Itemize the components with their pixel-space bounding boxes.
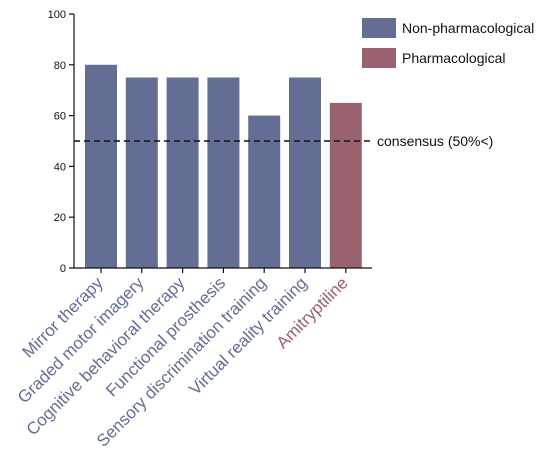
y-tick-label-2: 40	[54, 161, 66, 173]
legend: Non-pharmacological Pharmacological	[362, 18, 534, 68]
y-tick-label-4: 80	[54, 60, 66, 72]
axes-group: 0 20 40 60 80 100	[48, 9, 372, 275]
category-label-2: Cognitive behavioral therapy	[23, 273, 189, 439]
bar-6	[329, 102, 362, 269]
legend-label-1: Pharmacological	[402, 50, 506, 66]
consensus-reference-label: consensus (50%<)	[377, 133, 493, 149]
bar-1	[125, 77, 158, 268]
bar-2	[166, 77, 199, 268]
legend-label-0: Non-pharmacological	[402, 20, 534, 36]
y-tick-label-0: 0	[60, 263, 66, 275]
y-tick-label-1: 20	[54, 212, 66, 224]
reference-line-group: consensus (50%<)	[74, 133, 493, 149]
legend-swatch-0	[362, 18, 396, 38]
bars-group	[85, 64, 362, 269]
y-tick-label-3: 60	[54, 111, 66, 123]
bar-5	[289, 77, 321, 268]
bar-4	[248, 115, 281, 268]
bar-0	[85, 64, 117, 268]
y-tick-label-5: 100	[48, 9, 66, 21]
bar-3	[207, 77, 240, 268]
legend-swatch-1	[362, 48, 396, 68]
